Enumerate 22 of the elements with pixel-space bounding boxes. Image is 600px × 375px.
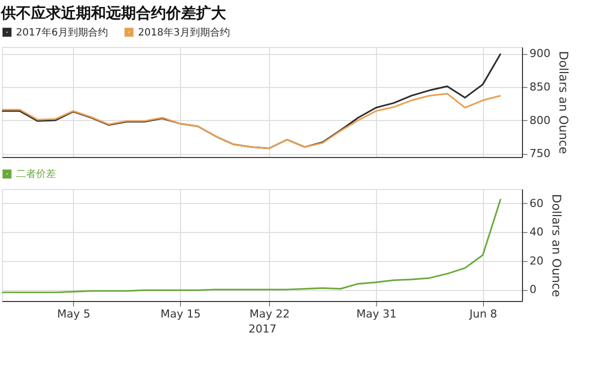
y-tick-label: 800	[530, 114, 550, 127]
x-tick-label: Jun 8	[468, 308, 498, 320]
y-tick-label: 40	[530, 226, 544, 239]
y-tick-label: 0	[530, 283, 536, 296]
x-tick-label: May 15	[160, 308, 201, 320]
line-series	[1, 198, 502, 294]
x-tick-label: May 5	[57, 308, 90, 320]
y-tick-label: 20	[530, 254, 544, 268]
legend-label: 二者价差	[16, 168, 56, 180]
line-series	[1, 92, 502, 150]
y-tick-label: 900	[530, 47, 550, 60]
x-axis-title: 2017	[248, 322, 276, 336]
x-tick-label: May 31	[356, 308, 397, 320]
y-tick-label: 850	[530, 80, 550, 94]
legend-label: 2018年3月到期合约	[138, 26, 230, 38]
legend-label: 2017年6月到期合约	[16, 26, 108, 38]
y-axis-title: Dollars an Ounce	[549, 194, 564, 298]
chart-title: 供不应求近期和远期合约价差扩大	[0, 4, 228, 22]
x-tick-label: May 22	[250, 308, 290, 320]
y-tick-label: 60	[530, 196, 544, 210]
y-axis-title: Dollars an Ounce	[556, 50, 570, 154]
y-tick-label: 750	[530, 147, 550, 160]
